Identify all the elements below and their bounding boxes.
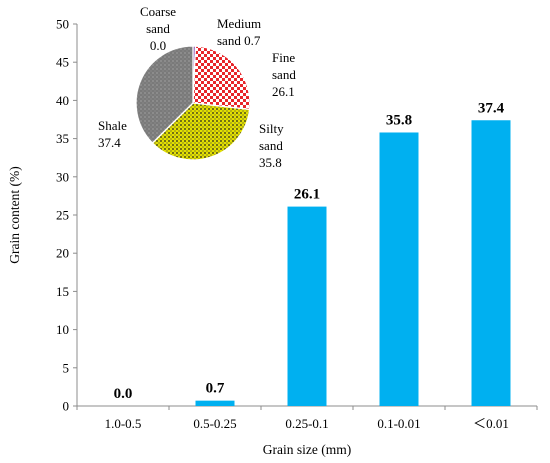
bar <box>287 206 327 406</box>
pie-slice-label: Fine <box>272 50 295 65</box>
y-tick-label: 10 <box>56 322 69 337</box>
y-axis-ticks: 0 5 10 15 20 25 30 35 40 45 50 <box>56 17 77 414</box>
bar-data-labels: 0.0 0.7 26.1 35.8 37.4 <box>114 100 505 402</box>
pie-slice-label: 26.1 <box>272 84 295 99</box>
x-tick-label: 1.0-0.5 <box>105 416 142 431</box>
y-tick-label: 30 <box>56 169 69 184</box>
pie-slice-label: 35.8 <box>259 155 282 170</box>
pie-slice-label: Coarse <box>140 4 176 19</box>
pie-slice-label: Medium <box>217 16 261 31</box>
y-tick-label: 40 <box>56 93 69 108</box>
bar-data-label: 0.7 <box>206 381 225 397</box>
x-tick-label: 0.25-0.1 <box>285 416 328 431</box>
pie-slice-label: Silty <box>259 121 284 136</box>
pie-slice-label: sand 0.7 <box>217 33 261 48</box>
bar-data-label: 35.8 <box>386 112 412 128</box>
bar <box>195 400 235 406</box>
bar <box>471 120 511 406</box>
pie-slices <box>135 45 251 161</box>
bar-data-label: 0.0 <box>114 386 133 402</box>
x-tick-label: 0.5-0.25 <box>193 416 236 431</box>
x-tick-label: 0.1-0.01 <box>377 416 420 431</box>
pie-slice-label: 37.4 <box>98 135 121 150</box>
pie-slice-label: Shale <box>98 118 127 133</box>
bar-data-label: 37.4 <box>478 100 505 116</box>
y-tick-label: 0 <box>63 399 70 414</box>
pie-slice-label: sand <box>146 21 170 36</box>
bar-data-label: 26.1 <box>294 187 320 203</box>
y-tick-label: 25 <box>56 208 69 223</box>
bar-chart: 0 5 10 15 20 25 30 35 40 45 50 1.0-0.5 0.5-0.25 0.25… <box>7 17 538 457</box>
x-axis-title: Grain size (mm) <box>263 442 351 457</box>
pie-slice-label: 0.0 <box>150 38 166 53</box>
y-axis-title: Grain content (%) <box>7 166 22 263</box>
y-tick-label: 15 <box>56 284 69 299</box>
pie-slice <box>135 45 194 144</box>
pie-labels: Coarse sand 0.0 Medium sand 0.7 Fine sand 26.1 S… <box>98 4 296 170</box>
pie-chart: Coarse sand 0.0 Medium sand 0.7 Fine sand 26.1 S… <box>98 4 296 170</box>
bar <box>379 132 419 406</box>
y-tick-label: 5 <box>63 360 70 375</box>
y-tick-label: 45 <box>56 55 69 70</box>
y-tick-label: 20 <box>56 246 69 261</box>
x-tick-label: ＜0.01 <box>473 416 509 431</box>
pie-slice <box>192 45 251 111</box>
pie-slice <box>151 102 251 161</box>
pie-slice-label: sand <box>272 67 296 82</box>
x-axis-ticks: 1.0-0.5 0.5-0.25 0.25-0.1 0.1-0.01 ＜0.01 <box>76 406 538 431</box>
pie-slice-label: sand <box>259 138 283 153</box>
y-tick-label: 50 <box>56 17 69 32</box>
bars <box>195 120 511 406</box>
y-tick-label: 35 <box>56 131 69 146</box>
